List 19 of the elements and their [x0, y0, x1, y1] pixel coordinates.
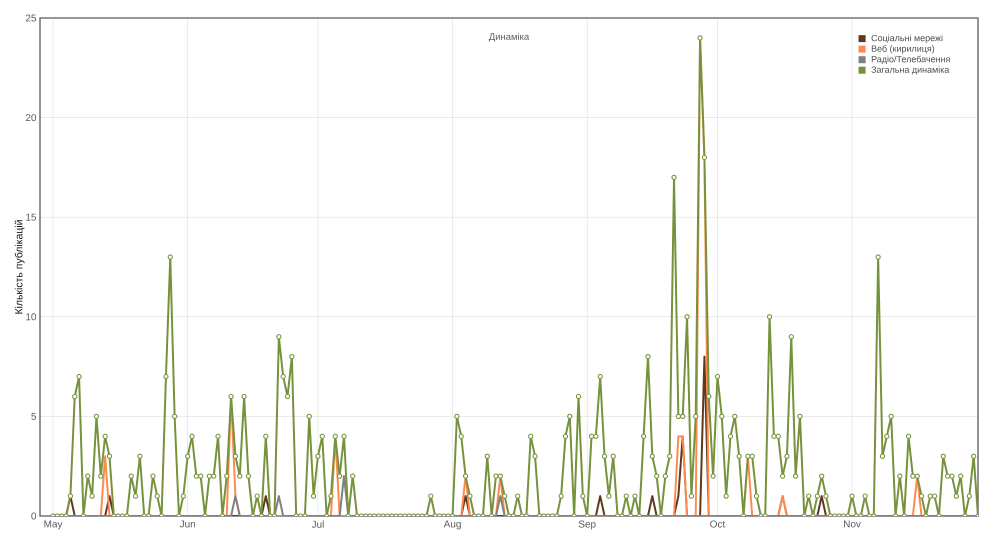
- x-tick-label: May: [44, 520, 62, 530]
- x-tick-label: Jun: [180, 520, 196, 528]
- y-tick-label: 15: [26, 214, 36, 221]
- y-tick-label: 25: [26, 14, 36, 22]
- x-tick-label: Jul: [312, 520, 324, 528]
- y-tick-label: 5: [31, 412, 36, 420]
- legend-label: Соціальні мережі: [872, 34, 942, 43]
- y-tick-label: 10: [26, 313, 36, 320]
- x-tick-label: Aug: [444, 520, 461, 530]
- text: Динаміка: [488, 32, 530, 42]
- y-tick-label: 0: [31, 512, 36, 520]
- legend-label: Загальна динаміка: [871, 66, 950, 75]
- x-tick-label: Nov: [844, 520, 861, 528]
- x-tick-label: Sep: [578, 520, 596, 530]
- x-tick-label: Oct: [710, 520, 726, 528]
- y-axis-title: Кількість публікацій: [14, 220, 25, 314]
- y-tick-label: 20: [26, 114, 36, 122]
- legend-label: Радіо/Телебачення: [872, 56, 950, 64]
- legend-label: Веб (кирилиця): [872, 45, 934, 54]
